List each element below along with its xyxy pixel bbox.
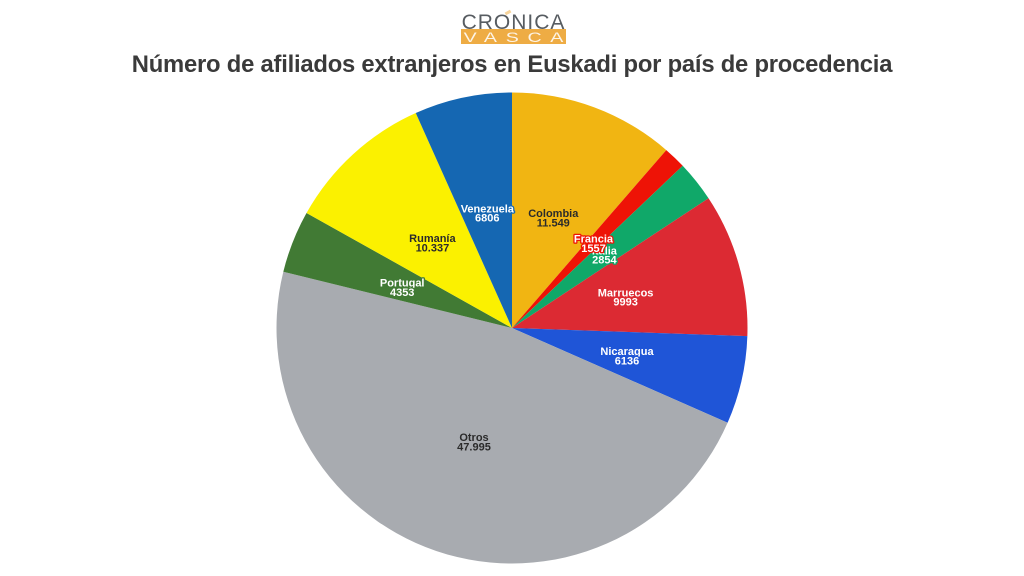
svg-text:Venezuela6806: Venezuela 6806 [461,203,515,224]
svg-text:Otros47.995: Otros 47.995 [457,432,491,453]
svg-text:Italia2854: Italia 2854 [592,245,618,266]
svg-text:Portugal4353: Portugal 4353 [380,278,425,299]
svg-text:Francia1557: Francia 1557 [574,234,614,255]
svg-text:Nicaragua6136: Nicaragua 6136 [600,346,654,367]
svg-text:Rumanía10.337: Rumanía 10.337 [409,233,456,254]
svg-text:Marruecos9993: Marruecos 9993 [598,287,654,308]
svg-text:Colombia11.549: Colombia 11.549 [528,208,579,229]
